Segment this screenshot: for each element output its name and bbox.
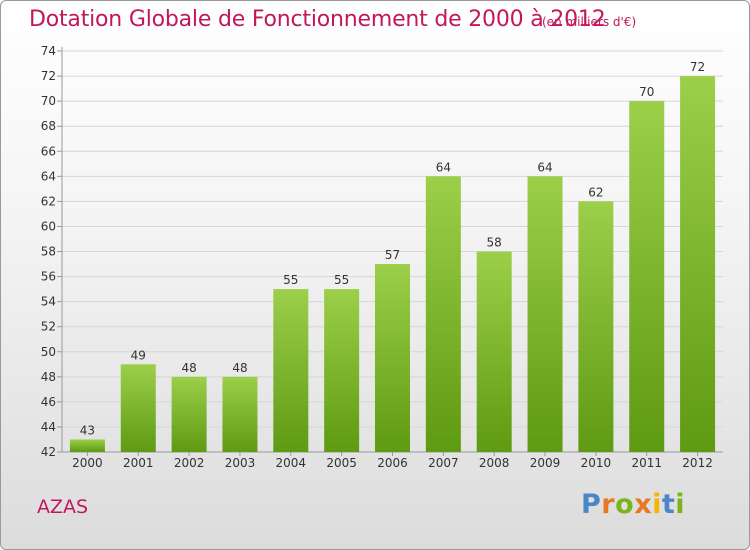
bar [324, 289, 360, 452]
y-tick-label: 64 [41, 169, 56, 183]
y-tick-label: 54 [41, 295, 56, 309]
y-tick-label: 60 [41, 219, 56, 233]
y-tick-label: 68 [41, 119, 56, 133]
data-label: 57 [385, 248, 400, 262]
commune-name: AZAS [37, 496, 89, 518]
logo-letter: t [661, 489, 676, 520]
bar [680, 76, 716, 452]
proxiti-logo: Proxiti [581, 489, 685, 520]
x-tick-label: 2002 [174, 456, 205, 470]
data-label: 43 [80, 423, 95, 437]
bars [69, 76, 716, 452]
bar [629, 101, 665, 452]
logo-letter: o [615, 489, 635, 520]
x-tick-label: 2003 [225, 456, 256, 470]
x-tick-label: 2012 [682, 456, 713, 470]
logo-letter: P [581, 489, 602, 520]
data-label: 55 [334, 273, 349, 287]
bar [425, 176, 461, 452]
x-tick-label: 2008 [479, 456, 510, 470]
y-tick-label: 50 [41, 345, 56, 359]
data-label: 70 [639, 85, 654, 99]
data-label: 48 [232, 361, 247, 375]
y-tick-label: 46 [41, 395, 56, 409]
bar [69, 439, 105, 452]
bar [578, 201, 614, 452]
data-label: 49 [131, 348, 146, 362]
bar [375, 264, 410, 452]
logo-letter: x [634, 489, 653, 520]
y-tick-label: 52 [41, 320, 56, 334]
x-tick-label: 2005 [326, 456, 357, 470]
data-label: 55 [283, 273, 298, 287]
bar [120, 364, 156, 452]
y-tick-label: 44 [41, 420, 56, 434]
data-label: 72 [690, 60, 705, 74]
data-label: 62 [588, 185, 603, 199]
x-tick-label: 2001 [123, 456, 154, 470]
y-tick-label: 62 [41, 194, 56, 208]
y-tick-label: 70 [41, 94, 56, 108]
data-label: 64 [537, 160, 552, 174]
logo-letter: i [675, 489, 686, 520]
x-tick-label: 2011 [631, 456, 662, 470]
data-labels: 43 49 48 48 55 55 57 64 58 64 62 70 72 [80, 60, 705, 437]
logo-letter: r [601, 489, 616, 520]
x-tick-label: 2009 [530, 456, 561, 470]
y-tick-label: 58 [41, 245, 56, 259]
y-tick-label: 72 [41, 69, 56, 83]
chart-title: Dotation Globale de Fonctionnement de 20… [29, 7, 606, 32]
bar [273, 289, 309, 452]
bar [476, 251, 512, 452]
y-tick-label: 66 [41, 144, 56, 158]
chart-subtitle: (en milliers d'€) [542, 15, 637, 29]
data-label: 58 [487, 236, 502, 250]
x-tick-label: 2006 [377, 456, 408, 470]
x-tick-label: 2007 [428, 456, 459, 470]
bar [222, 376, 258, 452]
x-tick-label: 2004 [276, 456, 307, 470]
logo-letter: i [652, 489, 662, 520]
bar [171, 376, 207, 452]
y-tick-label: 74 [41, 44, 56, 58]
y-tick-label: 42 [41, 445, 56, 459]
y-tick-label: 56 [41, 270, 56, 284]
x-tick-labels: 2000 2001 2002 2003 2004 2005 2006 2007 2008 2009… [72, 452, 713, 470]
x-tick-label: 2000 [72, 456, 103, 470]
y-tick-label: 48 [41, 370, 56, 384]
data-label: 48 [181, 361, 196, 375]
data-label: 64 [436, 160, 451, 174]
y-tick-labels: 42 44 46 48 50 52 54 56 58 60 62 64 66 68 70 72 74 [41, 44, 56, 459]
bar [527, 176, 563, 452]
x-tick-label: 2010 [581, 456, 612, 470]
